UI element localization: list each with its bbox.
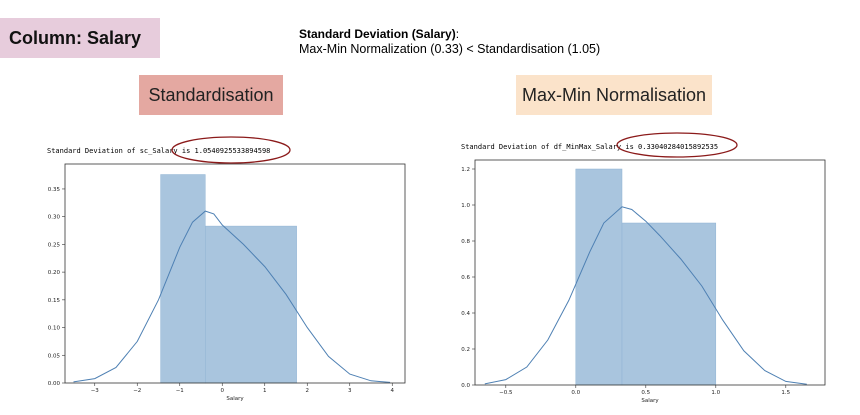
minmax-ytick-label: 0.8 [461, 239, 470, 245]
standardisation-output-prefix: Standard Deviation of sc_Salary is [47, 147, 195, 155]
std-ytick-label: 0.25 [48, 242, 61, 248]
std-xtick-label: 1 [263, 388, 267, 394]
summary-heading: Standard Deviation (Salary) [299, 27, 456, 41]
std-ytick-label: 0.35 [48, 187, 61, 193]
minmax-plot-frame [474, 159, 826, 386]
standardisation-value-highlight [171, 136, 291, 164]
column-title: Column: Salary [0, 18, 160, 58]
minmax-ytick-label: 0.0 [461, 383, 470, 389]
minmax-std-value: 0.33040284015892535 [638, 143, 719, 151]
std-ytick-label: 0.05 [48, 353, 61, 359]
std-kde-line [73, 210, 391, 383]
standardisation-label: Standardisation [139, 75, 283, 115]
summary-colon: : [455, 27, 460, 41]
std-xtick-label: 4 [391, 388, 395, 394]
std-ytick-label: 0.10 [48, 326, 61, 332]
minmax-ytick-label: 1.0 [461, 203, 470, 209]
minmax-histogram: 0.0 0.2 0.4 0.6 0.8 1.0 1.2 −0.5 0.0 0.5 1.0 1.5 Sal… [461, 159, 826, 404]
standardisation-histogram: 0.00 0.05 0.10 0.15 0.20 0.25 0.30 0.35 −3 −2 −1 0 1… [48, 163, 406, 402]
std-xlabel: Salary [226, 396, 244, 402]
std-ytick-label: 0.20 [48, 270, 61, 276]
minmax-ytick-label: 0.2 [461, 347, 470, 353]
std-plot-frame [64, 163, 406, 384]
std-ytick-label: 0.30 [48, 215, 61, 221]
minmax-ytick-label: 0.6 [461, 275, 470, 281]
std-ytick-label: 0.00 [48, 381, 61, 387]
minmax-xtick-label: 1.5 [781, 390, 790, 396]
minmax-xtick-label: 0.5 [641, 390, 650, 396]
minmax-xlabel: Salary [641, 398, 659, 404]
minmax-output: Standard Deviation of df_MinMax_Salary i… [461, 143, 718, 151]
std-xtick-label: 3 [348, 388, 352, 394]
minmax-bar-1 [575, 168, 623, 386]
standardisation-output: Standard Deviation of sc_Salary is 1.054… [47, 147, 270, 155]
std-xtick-label: 2 [306, 388, 310, 394]
minmax-xtick-label: 1.0 [711, 390, 720, 396]
minmax-ytick-label: 1.2 [461, 167, 470, 173]
minmax-ytick-label: 0.4 [461, 311, 470, 317]
standardisation-std-value: 1.0540925533894598 [194, 147, 271, 155]
std-ytick-label: 0.15 [48, 298, 61, 304]
std-xtick-label: −2 [133, 388, 141, 394]
std-bar-1 [160, 174, 206, 384]
minmax-xtick-label: −0.5 [499, 390, 513, 396]
minmax-output-prefix: Standard Deviation of df_MinMax_Salary i… [461, 143, 639, 151]
std-xtick-label: −1 [176, 388, 184, 394]
std-xtick-label: 0 [221, 388, 225, 394]
minmax-kde-line [484, 206, 807, 385]
minmax-value-highlight [616, 132, 738, 158]
summary-comparison: Max-Min Normalization (0.33) < Standardi… [299, 42, 601, 56]
minmax-xtick-label: 0.0 [571, 390, 580, 396]
summary-text: Standard Deviation (Salary): Max-Min Nor… [299, 27, 600, 57]
std-xtick-label: −3 [91, 388, 100, 394]
minmax-label: Max-Min Normalisation [516, 75, 712, 115]
